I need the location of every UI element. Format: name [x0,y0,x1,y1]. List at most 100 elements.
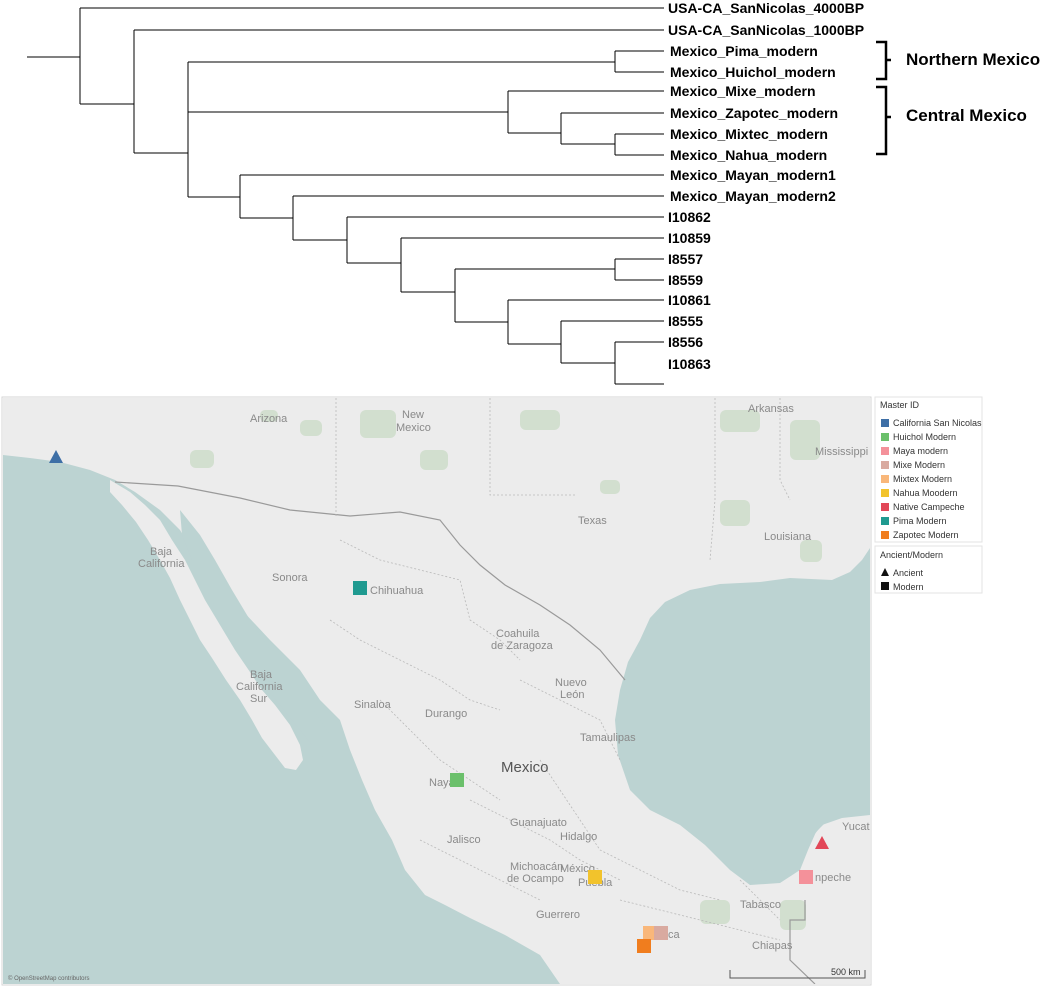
svg-text:California: California [138,558,185,570]
triangle-icon [881,568,889,576]
svg-text:Tabasco: Tabasco [740,899,781,911]
scale-label: 500 km [831,967,861,977]
legend-items: California San Nicolas Huichol Modern Ma… [881,418,982,540]
marker-pima-modern[interactable] [353,581,367,595]
legend-item-label[interactable]: California San Nicolas [893,418,982,428]
phylogenetic-tree: USA-CA_SanNicolas_4000BP USA-CA_SanNicol… [27,0,1040,385]
legend-item-label[interactable]: Mixtex Modern [893,474,952,484]
country-borders [114,481,816,984]
svg-text:npeche: npeche [815,872,851,884]
tip-label: Mexico_Mixe_modern [670,83,816,99]
legend-item-label[interactable]: Pima Modern [893,516,947,526]
marker-maya-modern[interactable] [799,870,813,884]
svg-text:Yucat: Yucat [842,821,870,833]
svg-text:Nuevo: Nuevo [555,677,587,689]
svg-text:Chihuahua: Chihuahua [370,585,424,597]
tip-label: Mexico_Nahua_modern [670,147,827,163]
tip-label: Mexico_Pima_modern [670,43,818,59]
state-borders [329,398,791,941]
legend-item-label[interactable]: Nahua Moodern [893,488,958,498]
country-label-mexico: Mexico [501,759,549,776]
svg-text:Mexico: Mexico [396,422,431,434]
park-areas [190,410,822,930]
svg-text:Durango: Durango [425,708,467,720]
svg-text:New: New [402,409,424,421]
svg-text:León: León [560,689,584,701]
svg-text:Michoacán: Michoacán [510,861,563,873]
svg-text:de Ocampo: de Ocampo [507,873,564,885]
tip-label: I10862 [668,209,711,225]
svg-text:Louisiana: Louisiana [764,531,812,543]
tip-label: I10859 [668,230,711,246]
marker-mixtex-modern[interactable] [643,926,657,940]
tip-label: USA-CA_SanNicolas_4000BP [668,0,864,16]
marker-huichol-modern[interactable] [450,773,464,787]
svg-text:California: California [236,681,283,693]
tree-branches [27,7,664,385]
tip-label: I10861 [668,292,711,308]
legend-title: Master ID [880,400,920,410]
svg-text:Arkansas: Arkansas [748,403,794,415]
color-legend: Master ID California San Nicolas Huichol… [874,396,983,543]
shape-legend-label[interactable]: Modern [893,582,924,592]
svg-text:Sur: Sur [250,693,267,705]
tip-labels: USA-CA_SanNicolas_4000BP USA-CA_SanNicol… [668,0,864,372]
gulf-of-california [180,510,345,765]
svg-text:de Zaragoza: de Zaragoza [491,640,554,652]
tip-label: I8556 [668,334,703,350]
svg-text:México: México [560,863,595,875]
svg-text:Guerrero: Guerrero [536,909,580,921]
place-labels: Arizona New Mexico Arkansas Mississippi … [138,403,870,952]
shape-legend-label[interactable]: Ancient [893,568,924,578]
legend-item-label[interactable]: Mixe Modern [893,460,945,470]
svg-text:Coahuila: Coahuila [496,628,540,640]
map-panel: Arizona New Mexico Arkansas Mississippi … [1,396,983,986]
tip-label: Mexico_Huichol_modern [670,64,836,80]
tip-label: Mexico_Mixtec_modern [670,126,828,142]
tip-label: I8557 [668,251,703,267]
tip-label: Mexico_Mayan_modern2 [670,188,836,204]
legend-item-label[interactable]: Maya modern [893,446,948,456]
marker-mixe-modern[interactable] [654,926,668,940]
svg-text:Sinaloa: Sinaloa [354,699,392,711]
svg-text:Guanajuato: Guanajuato [510,817,567,829]
legend-item-label[interactable]: Huichol Modern [893,432,956,442]
svg-text:Baja: Baja [150,546,173,558]
scale-bar: 500 km [729,967,866,979]
marker-nahua-moodern[interactable] [588,870,602,884]
map-frame [1,396,872,986]
land-baja [110,480,303,770]
svg-text:Sonora: Sonora [272,572,308,584]
svg-text:ca: ca [668,929,681,941]
legend-item-label[interactable]: Zapotec Modern [893,530,959,540]
tip-label: I10863 [668,356,711,372]
shape-legend: Ancient/Modern Ancient Modern [874,545,983,594]
northern-mexico-bracket [876,40,891,81]
land-north-america [3,398,870,984]
marker-california-san-nicolas[interactable] [49,450,63,463]
tip-label: I8555 [668,313,703,329]
svg-text:Mississippi: Mississippi [815,446,868,458]
tip-label: Mexico_Zapotec_modern [670,105,838,121]
marker-zapotec-modern[interactable] [637,939,651,953]
svg-text:Arizona: Arizona [250,413,288,425]
marker-native-campeche[interactable] [815,836,829,849]
svg-text:Hidalgo: Hidalgo [560,831,597,843]
tip-label: Mexico_Mayan_modern1 [670,167,836,183]
shape-legend-title: Ancient/Modern [880,550,943,560]
svg-text:Tamaulipas: Tamaulipas [580,732,636,744]
tip-label: USA-CA_SanNicolas_1000BP [668,22,864,38]
square-icon [881,582,889,590]
svg-text:Texas: Texas [578,515,607,527]
group-label-northern: Northern Mexico [906,50,1040,69]
svg-text:Chiapas: Chiapas [752,940,793,952]
map-attribution[interactable]: © OpenStreetMap contributors [8,975,89,982]
basemap[interactable]: Arizona New Mexico Arkansas Mississippi … [3,398,870,984]
svg-text:Jalisco: Jalisco [447,834,481,846]
gulf-of-mexico [625,560,870,872]
map-markers [49,450,829,953]
group-label-central: Central Mexico [906,106,1027,125]
legend-item-label[interactable]: Native Campeche [893,502,965,512]
central-mexico-bracket [876,85,891,156]
svg-text:Baja: Baja [250,669,273,681]
